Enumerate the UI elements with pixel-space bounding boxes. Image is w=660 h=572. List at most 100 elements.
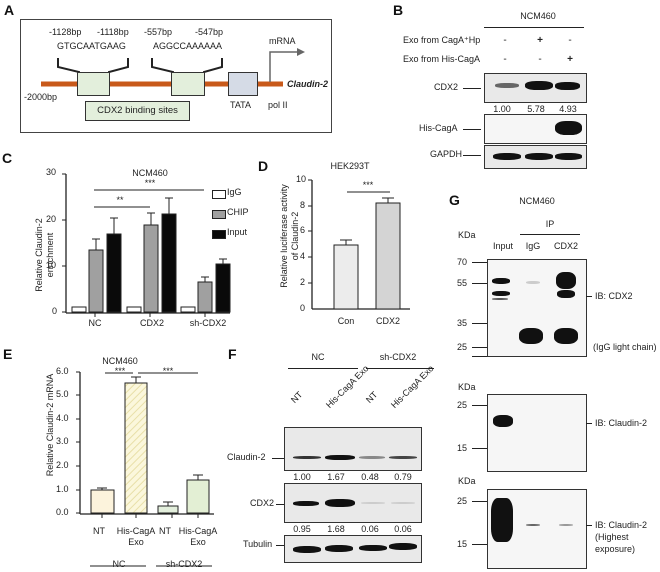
f-blot-claudin2 bbox=[284, 427, 422, 471]
e-xlabel-2: His-CagA Exo bbox=[116, 526, 156, 547]
panel-label-g: G bbox=[449, 192, 460, 208]
c-ytick-0: 0 bbox=[52, 306, 58, 316]
site2-seq: AGGCCAAAAAA bbox=[153, 41, 223, 51]
b-blot-hiscaga bbox=[484, 114, 587, 144]
panel-label-d: D bbox=[258, 158, 269, 174]
c-cat-shcdx2: sh-CDX2 bbox=[189, 318, 227, 328]
f-blot-cdx2 bbox=[284, 483, 422, 523]
b-c1-l1: - bbox=[503, 35, 507, 46]
e-ytick-3: 3.0 bbox=[56, 436, 69, 446]
d-cat-cdx2: CDX2 bbox=[375, 316, 401, 326]
left-bp-label: -2000bp bbox=[24, 92, 58, 102]
f-blot-label-cdx2: CDX2 bbox=[250, 498, 275, 508]
legend-swatch-input bbox=[212, 230, 226, 239]
g-lane-igg: IgG bbox=[525, 241, 541, 251]
gene-label: Claudin-2 bbox=[287, 79, 329, 89]
f-claudin-q4: 0.79 bbox=[394, 472, 412, 482]
f-cdx2-q3: 0.06 bbox=[361, 524, 379, 534]
b-condition-2: Exo from His-CagA bbox=[403, 54, 481, 64]
d-sig: *** bbox=[362, 180, 374, 190]
binding-site-box-1 bbox=[77, 72, 110, 96]
g-lane-cdx2: CDX2 bbox=[553, 241, 579, 251]
b-cdx2-q2: 5.78 bbox=[527, 104, 545, 114]
d-ytick-10: 10 bbox=[296, 174, 307, 184]
tata-box bbox=[228, 72, 258, 96]
e-ytick-0: 0.0 bbox=[56, 507, 69, 517]
c-ytick-10: 10 bbox=[46, 260, 57, 270]
legend-input: Input bbox=[227, 227, 248, 237]
f-blot-label-claudin2: Claudin-2 bbox=[227, 452, 266, 462]
legend-swatch-chip bbox=[212, 210, 226, 219]
g-kda-2: KDa bbox=[458, 382, 476, 392]
site1-start: -1128bp bbox=[49, 27, 82, 37]
b-blot-label-cdx2: CDX2 bbox=[434, 82, 459, 92]
g-b1-m35: 35 bbox=[457, 318, 468, 328]
f-cdx2-q4: 0.06 bbox=[394, 524, 412, 534]
c-ytick-30: 30 bbox=[46, 167, 57, 177]
c-sig-1: ** bbox=[116, 195, 124, 205]
b-condition-1: Exo from CagA⁺Hp bbox=[403, 35, 481, 45]
g-blot-cdx2 bbox=[487, 259, 587, 357]
g-b2-label: IB: Claudin-2 bbox=[595, 418, 648, 428]
g-kda-3: KDa bbox=[458, 476, 476, 486]
panel-label-c: C bbox=[2, 150, 13, 166]
g-b3-label-1: IB: Claudin-2 bbox=[595, 520, 648, 530]
d-ytick-6: 6 bbox=[300, 225, 306, 235]
g-b3-label-3: exposure) bbox=[595, 544, 636, 554]
f-cdx2-q1: 0.95 bbox=[293, 524, 311, 534]
b-c2-l2: - bbox=[538, 54, 542, 65]
e-sig-2: *** bbox=[162, 366, 174, 376]
e-ytick-6: 6.0 bbox=[56, 366, 69, 376]
f-lane-3: NT bbox=[363, 389, 380, 405]
f-group-shcdx2: sh-CDX2 bbox=[379, 352, 417, 362]
g-ip-label: IP bbox=[545, 219, 555, 229]
panel-label-a: A bbox=[4, 2, 15, 18]
legend-igg: IgG bbox=[227, 187, 242, 197]
site2-end: -547bp bbox=[195, 27, 224, 37]
d-ytick-2: 2 bbox=[300, 277, 306, 287]
panel-label-f: F bbox=[228, 346, 237, 362]
e-sig-1: *** bbox=[114, 366, 126, 376]
g-b1-m55: 55 bbox=[457, 278, 468, 288]
g-b2-m15: 15 bbox=[457, 443, 468, 453]
d-ytick-4: 4 bbox=[300, 251, 306, 261]
f-lane-4: His-CagA Exo bbox=[388, 363, 436, 410]
e-ytick-5: 5.0 bbox=[56, 389, 69, 399]
f-cdx2-q2: 1.68 bbox=[327, 524, 345, 534]
g-b1-m25: 25 bbox=[457, 342, 468, 352]
b-c2-l3: + bbox=[567, 54, 573, 65]
e-xlabel-3: NT bbox=[159, 526, 171, 536]
f-blot-label-tubulin: Tubulin bbox=[243, 539, 273, 549]
b-blot-gapdh bbox=[484, 145, 587, 169]
legend-chip: CHIP bbox=[227, 207, 249, 217]
mrna-label: mRNA bbox=[269, 36, 296, 46]
e-xlabel-4: His-CagA Exo bbox=[178, 526, 218, 547]
panel-label-e: E bbox=[3, 346, 13, 362]
e-ytick-2: 2.0 bbox=[56, 460, 69, 470]
d-ytick-8: 8 bbox=[300, 200, 306, 210]
b-cdx2-q1: 1.00 bbox=[493, 104, 511, 114]
e-xlabel-1: NT bbox=[93, 526, 105, 536]
legend-swatch-igg bbox=[212, 190, 226, 199]
e-title: NCM460 bbox=[102, 356, 138, 366]
site1-end: -1118bp bbox=[97, 27, 129, 37]
c-ytick-20: 20 bbox=[46, 214, 57, 224]
cdx2-binding-sites-box: CDX2 binding sites bbox=[85, 101, 190, 121]
b-c1-l2: + bbox=[537, 35, 543, 46]
g-blot-claudin2 bbox=[487, 394, 587, 472]
e-ytick-1: 1.0 bbox=[56, 484, 69, 494]
b-blot-label-gapdh: GAPDH bbox=[430, 149, 463, 159]
f-claudin-q2: 1.67 bbox=[327, 472, 345, 482]
g-b1-label-igg: (IgG light chain) bbox=[593, 342, 657, 352]
f-claudin-q1: 1.00 bbox=[293, 472, 311, 482]
b-blot-cdx2 bbox=[484, 73, 587, 103]
g-lane-input: Input bbox=[492, 241, 514, 251]
g-b3-m15: 15 bbox=[457, 539, 468, 549]
pol-ii-label: pol II bbox=[268, 100, 288, 110]
g-b3-m25: 25 bbox=[457, 496, 468, 506]
f-lane-2: His-CagA Exo bbox=[323, 363, 371, 410]
g-b1-label-cdx2: IB: CDX2 bbox=[595, 291, 633, 301]
d-title: HEK293T bbox=[330, 161, 370, 171]
g-blot-claudin2-high bbox=[487, 489, 587, 569]
g-b2-m25: 25 bbox=[457, 400, 468, 410]
